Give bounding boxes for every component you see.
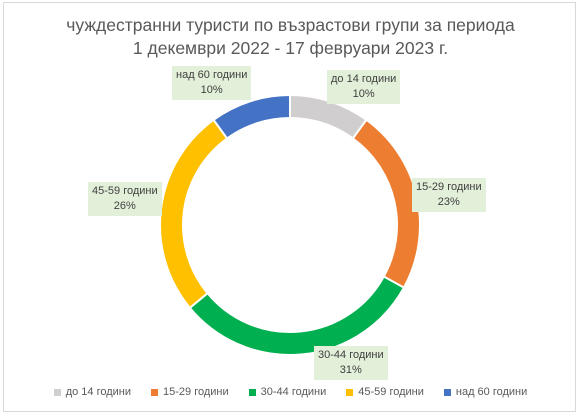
data-label-value: 31% [339, 364, 362, 376]
legend-swatch [53, 388, 61, 396]
legend-swatch [443, 388, 451, 396]
data-label-1: до 14 години 10% [327, 70, 401, 104]
legend-label: до 14 години [65, 386, 132, 398]
legend-item-4: 45-59 години [346, 386, 424, 398]
legend-item-2: 15-29 години [151, 386, 229, 398]
data-label-category: 15-29 години [416, 181, 482, 193]
data-label-category: до 14 години [331, 73, 397, 85]
legend-label: 15-29 години [163, 386, 229, 398]
data-label-category: 45-59 години [92, 185, 158, 197]
legend-item-5: над 60 години [443, 386, 528, 398]
data-label-value: 26% [113, 200, 136, 212]
chart-legend: до 14 години 15-29 години 30-44 години 45-5… [0, 386, 581, 398]
data-label-4: 45-59 години 26% [88, 182, 162, 216]
data-label-5: над 60 години 10% [172, 66, 252, 100]
legend-item-1: до 14 години [53, 386, 132, 398]
data-label-value: 10% [200, 84, 223, 96]
legend-label: 30-44 години [260, 386, 327, 398]
data-label-value: 23% [437, 196, 460, 208]
legend-swatch [346, 388, 354, 396]
data-label-value: 10% [352, 88, 375, 100]
doughnut-slice-5 [212, 93, 291, 140]
doughnut-slice-2 [351, 118, 421, 289]
chart-title-line-2: 1 декември 2022 - 17 февруари 2023 г. [132, 38, 449, 58]
legend-label: 45-59 години [358, 386, 424, 398]
doughnut-slice-4 [159, 118, 229, 310]
chart-title-line-1: чуждестранни туристи по възрастови групи… [66, 15, 515, 35]
data-label-2: 15-29 години 23% [412, 178, 486, 212]
legend-swatch [248, 388, 256, 396]
doughnut-slice-3 [188, 275, 406, 356]
chart-title: чуждестранни туристи по възрастови групи… [0, 14, 581, 60]
data-label-3: 30-44 години 31% [314, 346, 388, 380]
legend-swatch [151, 388, 159, 396]
legend-item-3: 30-44 години [248, 386, 327, 398]
data-label-category: над 60 години [176, 69, 248, 81]
data-label-category: 30-44 години [318, 349, 384, 361]
legend-label: над 60 години [455, 386, 528, 398]
